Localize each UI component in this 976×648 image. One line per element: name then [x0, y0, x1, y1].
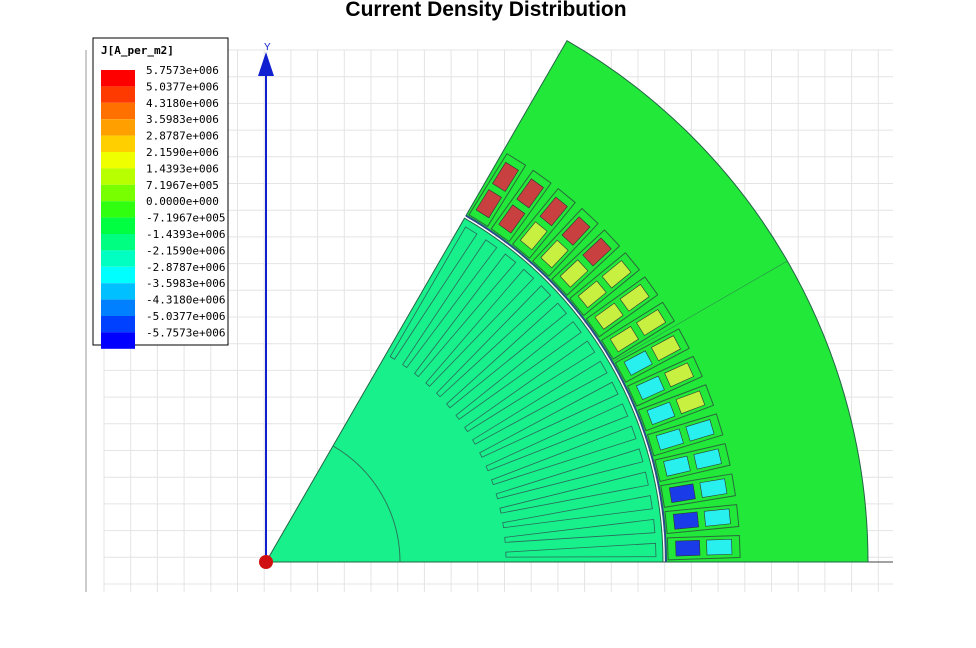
rotor-bar	[425, 268, 535, 387]
coil	[675, 539, 701, 557]
coil	[540, 239, 569, 269]
legend: J[A_per_m2] 5.7573e+006 5.0377e+006 4.3180…	[92, 37, 229, 349]
coil	[693, 448, 722, 470]
rotor-bar	[464, 340, 596, 433]
legend-swatch	[101, 70, 135, 87]
rotor-bar	[479, 381, 619, 458]
legend-swatch	[101, 299, 135, 316]
legend-label: 7.1967e+005	[146, 179, 219, 192]
coil	[609, 326, 639, 353]
legend-swatch	[101, 332, 135, 349]
coil	[675, 390, 706, 415]
legend-swatch	[101, 217, 135, 234]
legend-swatch	[101, 86, 135, 103]
rotor-bar	[504, 518, 656, 543]
coil	[498, 204, 526, 234]
rotor-bar	[413, 253, 517, 378]
coil	[672, 511, 699, 530]
model	[265, 39, 869, 563]
y-axis-label: Y	[264, 42, 271, 53]
rotor-bar	[499, 471, 649, 514]
rotor-bar	[455, 321, 582, 420]
coil	[516, 178, 544, 209]
legend-swatch	[101, 234, 135, 251]
rotor-bar	[435, 285, 552, 398]
stator-line	[612, 260, 788, 363]
coil	[635, 375, 665, 401]
legend-label: -5.0377e+006	[146, 310, 225, 323]
shaft-arc	[332, 445, 401, 563]
coil	[703, 508, 731, 527]
legend-swatch	[101, 283, 135, 300]
legend-swatch	[101, 102, 135, 120]
rotor-bar	[505, 542, 657, 558]
legend-swatch	[101, 316, 135, 333]
coil	[699, 478, 728, 498]
legend-label: 1.4393e+006	[146, 162, 219, 175]
legend-label: -1.4393e+006	[146, 228, 225, 241]
rotor-bar	[389, 226, 478, 360]
coil	[706, 538, 733, 556]
coil	[650, 335, 681, 362]
rotor-bar	[446, 302, 568, 409]
coil	[623, 350, 653, 376]
legend-swatch	[101, 119, 135, 136]
coil	[601, 260, 632, 289]
rotor-bar	[491, 425, 637, 486]
legend-label: 0.0000e+000	[146, 195, 219, 208]
legend-label: -4.3180e+006	[146, 294, 225, 307]
legend-swatch	[101, 152, 135, 169]
coil	[663, 455, 691, 477]
legend-swatch	[101, 266, 135, 284]
legend-title: J[A_per_m2]	[101, 44, 174, 57]
legend-label: -2.1590e+006	[146, 244, 225, 257]
legend-swatch	[101, 135, 135, 152]
legend-label: 2.8787e+006	[146, 130, 219, 143]
coil	[577, 280, 607, 309]
coil	[539, 196, 568, 227]
legend-label: -7.1967e+005	[146, 212, 225, 225]
legend-swatch	[101, 250, 135, 267]
coil	[492, 161, 519, 192]
y-axis-arrow	[258, 52, 274, 76]
airgap-arc	[465, 214, 667, 563]
legend-label: -2.8787e+006	[146, 261, 225, 274]
coil	[561, 216, 591, 246]
origin	[259, 555, 273, 569]
title: Current Density Distribution	[345, 0, 626, 21]
rotor-bar	[472, 360, 608, 445]
rotor-bar	[485, 403, 629, 472]
coil	[685, 419, 715, 442]
coil	[668, 483, 696, 503]
legend-label: 4.3180e+006	[146, 97, 219, 110]
coil	[619, 284, 650, 312]
coil	[594, 302, 624, 330]
coil	[646, 401, 676, 425]
rotor-bar	[495, 448, 644, 500]
coil	[559, 259, 589, 288]
coil	[655, 428, 684, 451]
coil	[475, 189, 502, 219]
legend-label: 2.1590e+006	[146, 146, 219, 159]
legend-swatch	[101, 168, 135, 185]
coil	[582, 237, 612, 267]
legend-label: -3.5983e+006	[146, 277, 225, 290]
rotor-bar	[402, 239, 498, 369]
legend-label: 5.0377e+006	[146, 80, 219, 93]
legend-swatch	[101, 184, 135, 202]
rotor-bar	[502, 495, 653, 529]
legend-swatch	[101, 201, 135, 218]
legend-label: -5.7573e+006	[146, 326, 225, 339]
coil	[519, 221, 548, 251]
legend-label: 3.5983e+006	[146, 113, 219, 126]
legend-label: 5.7573e+006	[146, 64, 219, 77]
coil	[636, 309, 667, 336]
coil	[664, 362, 694, 388]
